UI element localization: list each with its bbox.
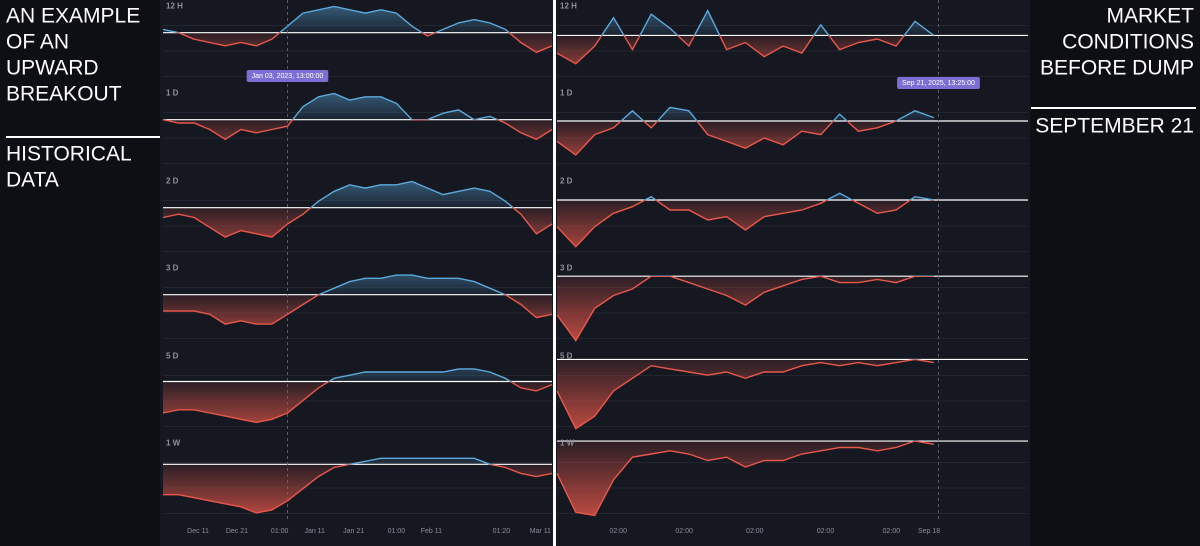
- x-tick-label: Mar 11: [530, 528, 551, 535]
- divider: [553, 0, 556, 546]
- line: [162, 368, 553, 424]
- series-label: 1 D: [560, 89, 573, 98]
- area: [557, 10, 934, 64]
- x-tick-label: Jan 11: [304, 528, 325, 535]
- crosshair-label: Jan 03, 2023, 13:00:00: [252, 73, 324, 80]
- crosshair-label: Sep 21, 2025, 13:25:00: [902, 80, 975, 87]
- x-tick-label: Feb 11: [421, 528, 442, 535]
- left-panel: [160, 0, 553, 546]
- x-tick-label: 02:00: [817, 528, 835, 535]
- x-tick-label: 01:20: [493, 528, 511, 535]
- series-label: 5 D: [166, 352, 179, 361]
- x-tick-label: 01:00: [388, 528, 406, 535]
- x-tick-label: 02:00: [746, 528, 764, 535]
- caption-title: UPWARD: [6, 56, 99, 79]
- x-tick-label: Dec 11: [187, 528, 209, 535]
- x-tick-label: 01:00: [271, 528, 289, 535]
- line: [556, 358, 934, 430]
- x-tick-label: 02:00: [609, 528, 627, 535]
- caption-title: BEFORE DUMP: [1040, 56, 1194, 79]
- line: [162, 92, 553, 141]
- series-label: 3 D: [560, 264, 573, 273]
- series-label: 1 W: [560, 439, 575, 448]
- line: [162, 5, 553, 54]
- x-tick-label: Sep 18: [918, 528, 940, 535]
- area: [163, 181, 552, 238]
- area: [163, 275, 552, 325]
- x-tick-label: Jan 21: [343, 528, 364, 535]
- series-label: 1 W: [166, 439, 181, 448]
- area: [163, 368, 552, 423]
- area: [557, 276, 934, 341]
- series-label: 2 D: [166, 177, 179, 186]
- area: [163, 6, 552, 53]
- x-tick-label: 02:00: [675, 528, 693, 535]
- area: [557, 107, 934, 155]
- series-label: 2 D: [560, 177, 573, 186]
- caption-title: AN EXAMPLE: [6, 4, 140, 27]
- series-label: 1 D: [166, 89, 179, 98]
- captions: AN EXAMPLE OF AN UPWARD BREAKOUT HISTORICAL D…: [6, 4, 1194, 191]
- line: [163, 274, 553, 325]
- caption-subtitle: HISTORICAL: [6, 142, 132, 165]
- area: [557, 441, 934, 516]
- caption-title: OF AN: [6, 30, 69, 53]
- crosshair-label-box: [246, 70, 329, 82]
- series-label: 12 H: [166, 2, 183, 11]
- series-label: 5 D: [560, 352, 573, 361]
- area: [557, 193, 934, 247]
- line: [556, 440, 934, 517]
- area: [163, 93, 552, 140]
- caption-subtitle: DATA: [6, 168, 59, 191]
- x-tick-label: Dec 21: [226, 528, 248, 535]
- line: [556, 9, 935, 65]
- series-label: 3 D: [166, 264, 179, 273]
- line: [556, 275, 934, 342]
- line: [162, 180, 553, 238]
- caption-subtitle: SEPTEMBER 21: [1035, 114, 1194, 137]
- line: [556, 106, 935, 156]
- caption-title: MARKET: [1106, 4, 1194, 27]
- caption-title: CONDITIONS: [1062, 30, 1194, 53]
- caption-title: BREAKOUT: [6, 82, 122, 105]
- area: [163, 458, 552, 513]
- line: [556, 192, 934, 248]
- area: [557, 359, 934, 429]
- charts: 12 H 1 D 2 D 3 D 5 D 1 W Dec 11 Dec 21 01:00 Jan …: [162, 0, 1028, 535]
- x-tick-label: 02:00: [883, 528, 901, 535]
- series-label: 12 H: [560, 2, 577, 11]
- crosshair-label-box: [897, 77, 980, 89]
- line: [163, 457, 553, 514]
